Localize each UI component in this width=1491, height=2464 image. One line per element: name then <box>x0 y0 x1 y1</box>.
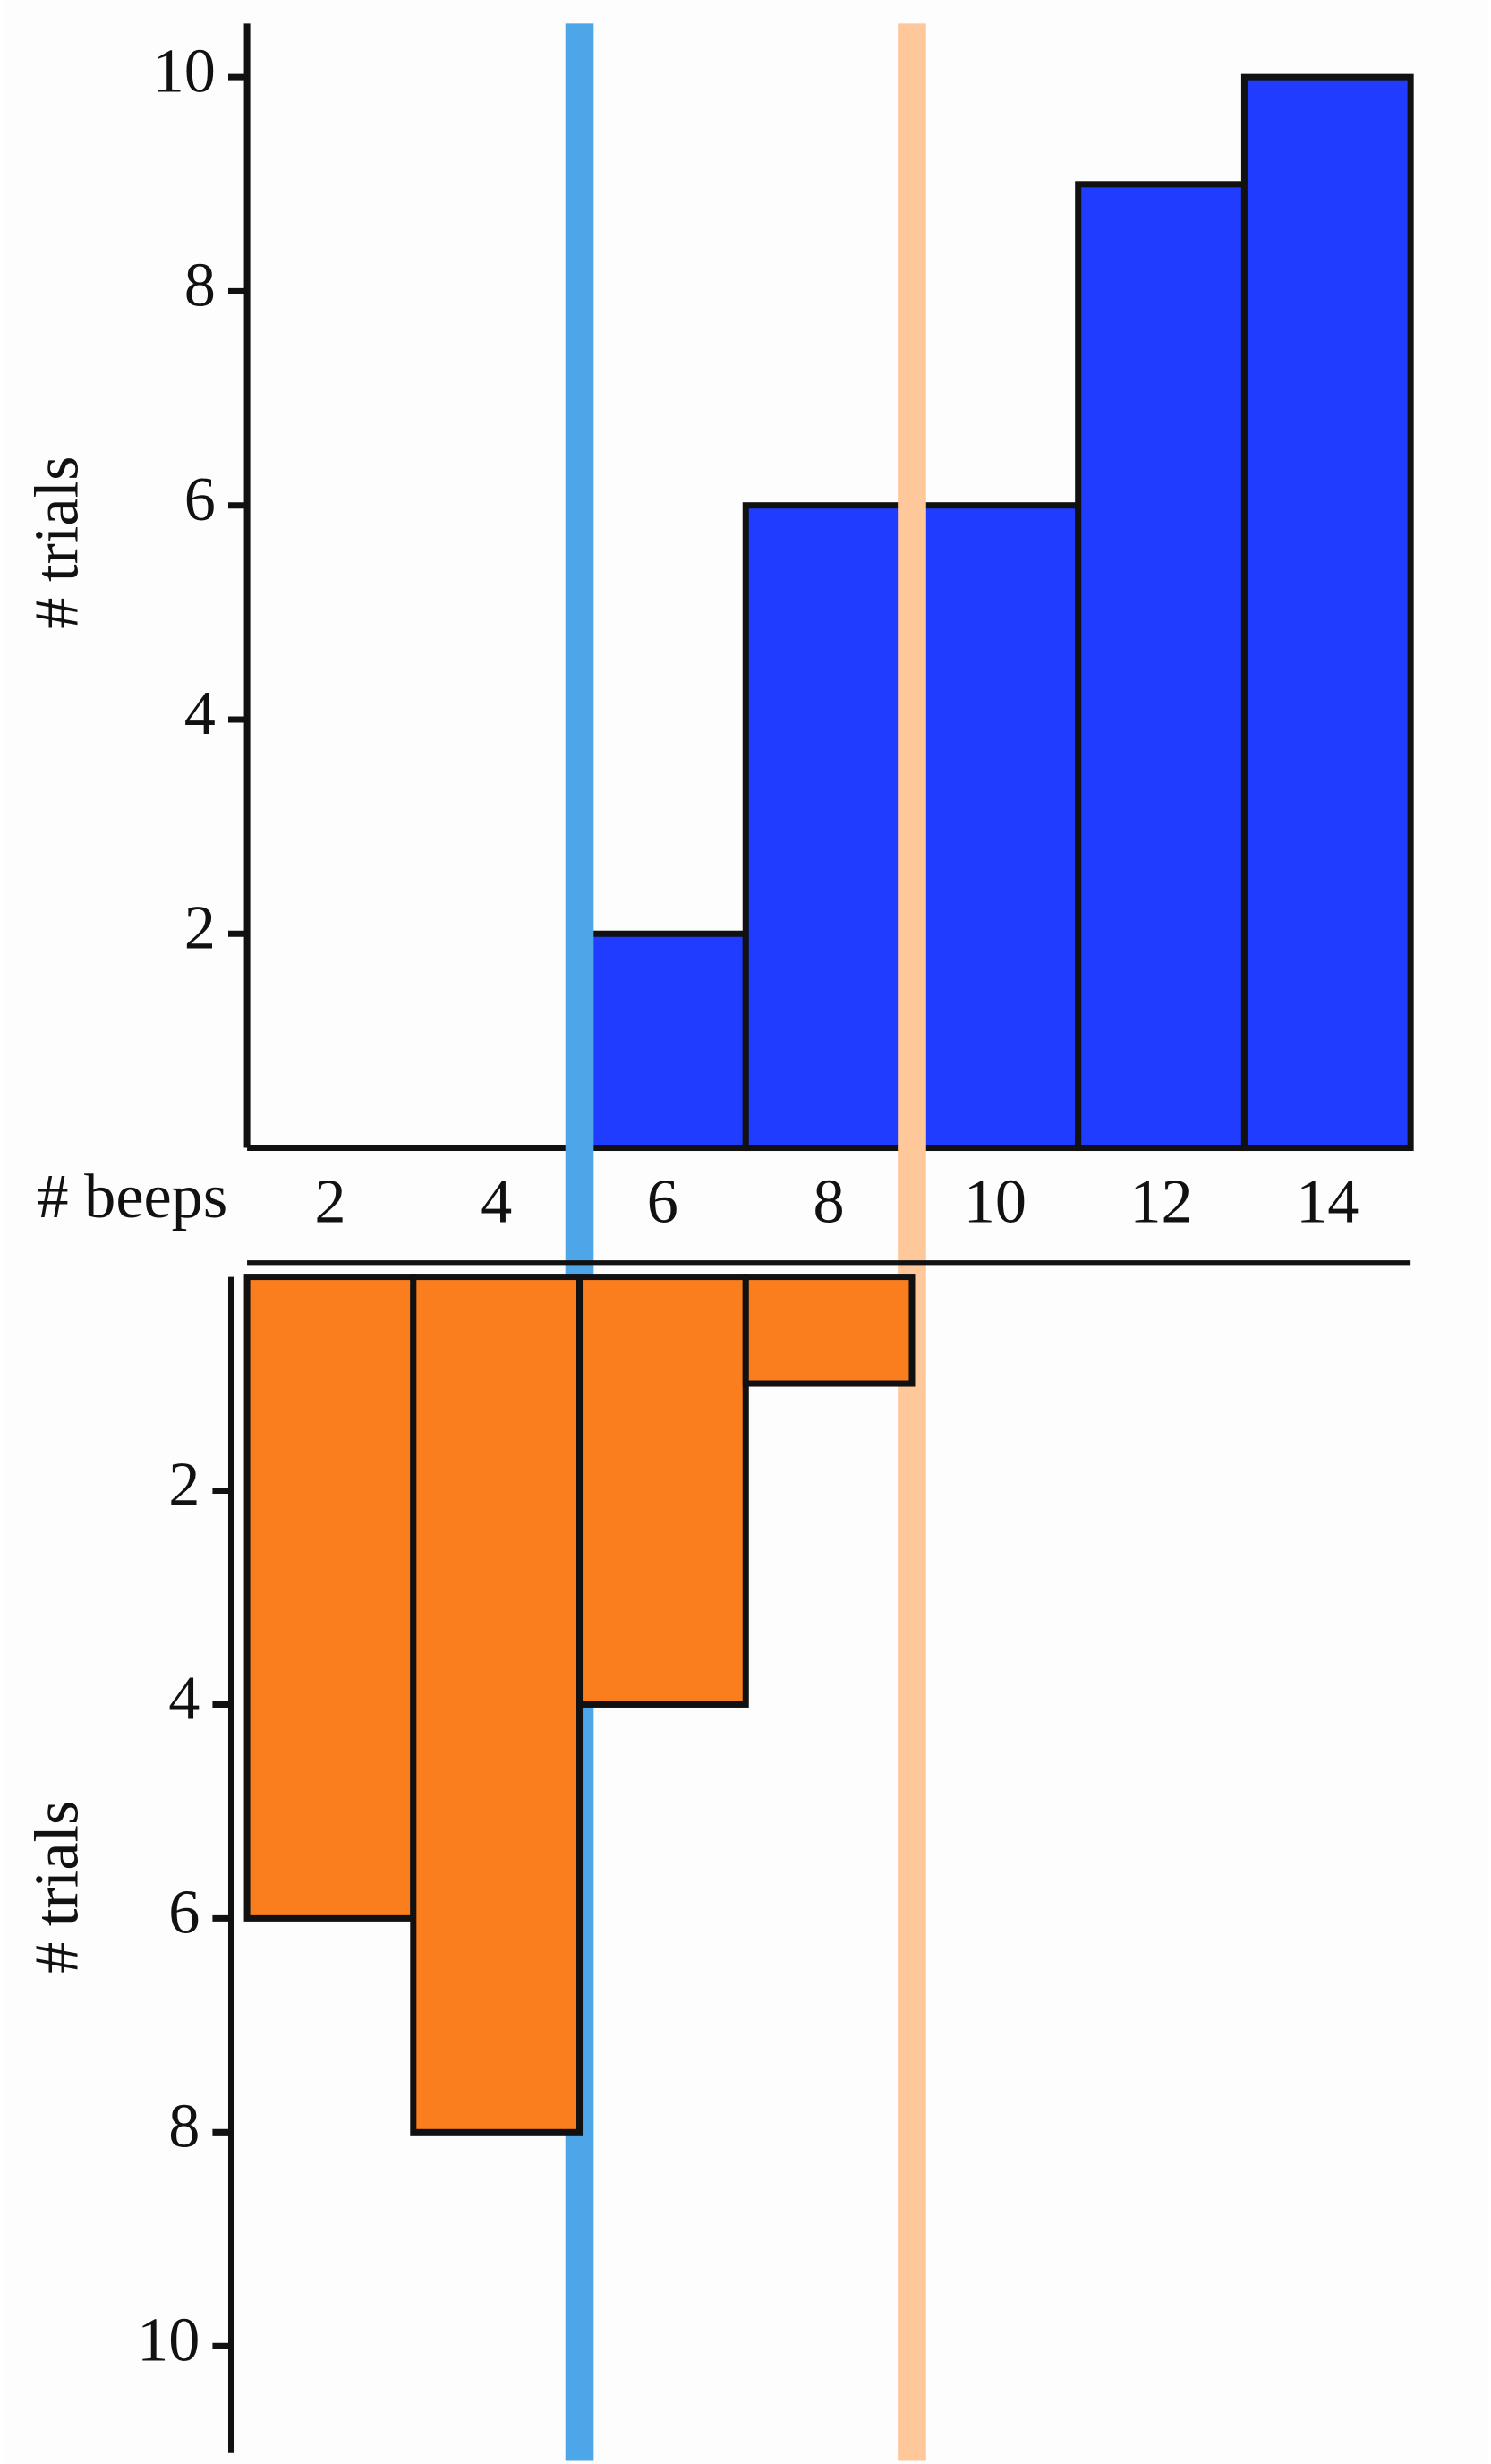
y-tick-label: 6 <box>184 465 216 534</box>
x-tick-label: 12 <box>1129 1166 1192 1236</box>
x-tick-label: 14 <box>1296 1166 1359 1236</box>
bar <box>742 502 916 1152</box>
y-tick-label: 4 <box>184 678 216 748</box>
bar <box>742 1274 916 1387</box>
x-tick-label: 2 <box>314 1166 345 1236</box>
x-tick-label: 4 <box>481 1166 512 1236</box>
bar <box>1075 181 1248 1152</box>
y-tick-label: 10 <box>137 2305 200 2374</box>
y-tick-label: 10 <box>153 36 216 106</box>
y-tick-label: 8 <box>168 2091 200 2161</box>
y-tick-label: 6 <box>168 1877 200 1947</box>
x-axis-label: # beeps <box>37 1162 227 1232</box>
y-axis-label: # trials <box>22 456 92 629</box>
y-tick-label: 2 <box>168 1450 200 1520</box>
reference-line <box>898 23 926 2461</box>
bar <box>576 1274 749 1708</box>
bar <box>908 502 1082 1152</box>
x-tick-label: 10 <box>964 1166 1027 1236</box>
y-tick-label: 2 <box>184 892 216 962</box>
y-tick-label: 8 <box>184 251 216 320</box>
bar <box>243 1274 417 1922</box>
bar <box>576 930 749 1152</box>
bar <box>410 1274 584 2136</box>
y-axis-label: # trials <box>22 1801 92 1974</box>
x-tick-label: 6 <box>647 1166 678 1236</box>
bar <box>1240 73 1414 1152</box>
x-tick-label: 8 <box>814 1166 845 1236</box>
y-tick-label: 4 <box>168 1664 200 1734</box>
